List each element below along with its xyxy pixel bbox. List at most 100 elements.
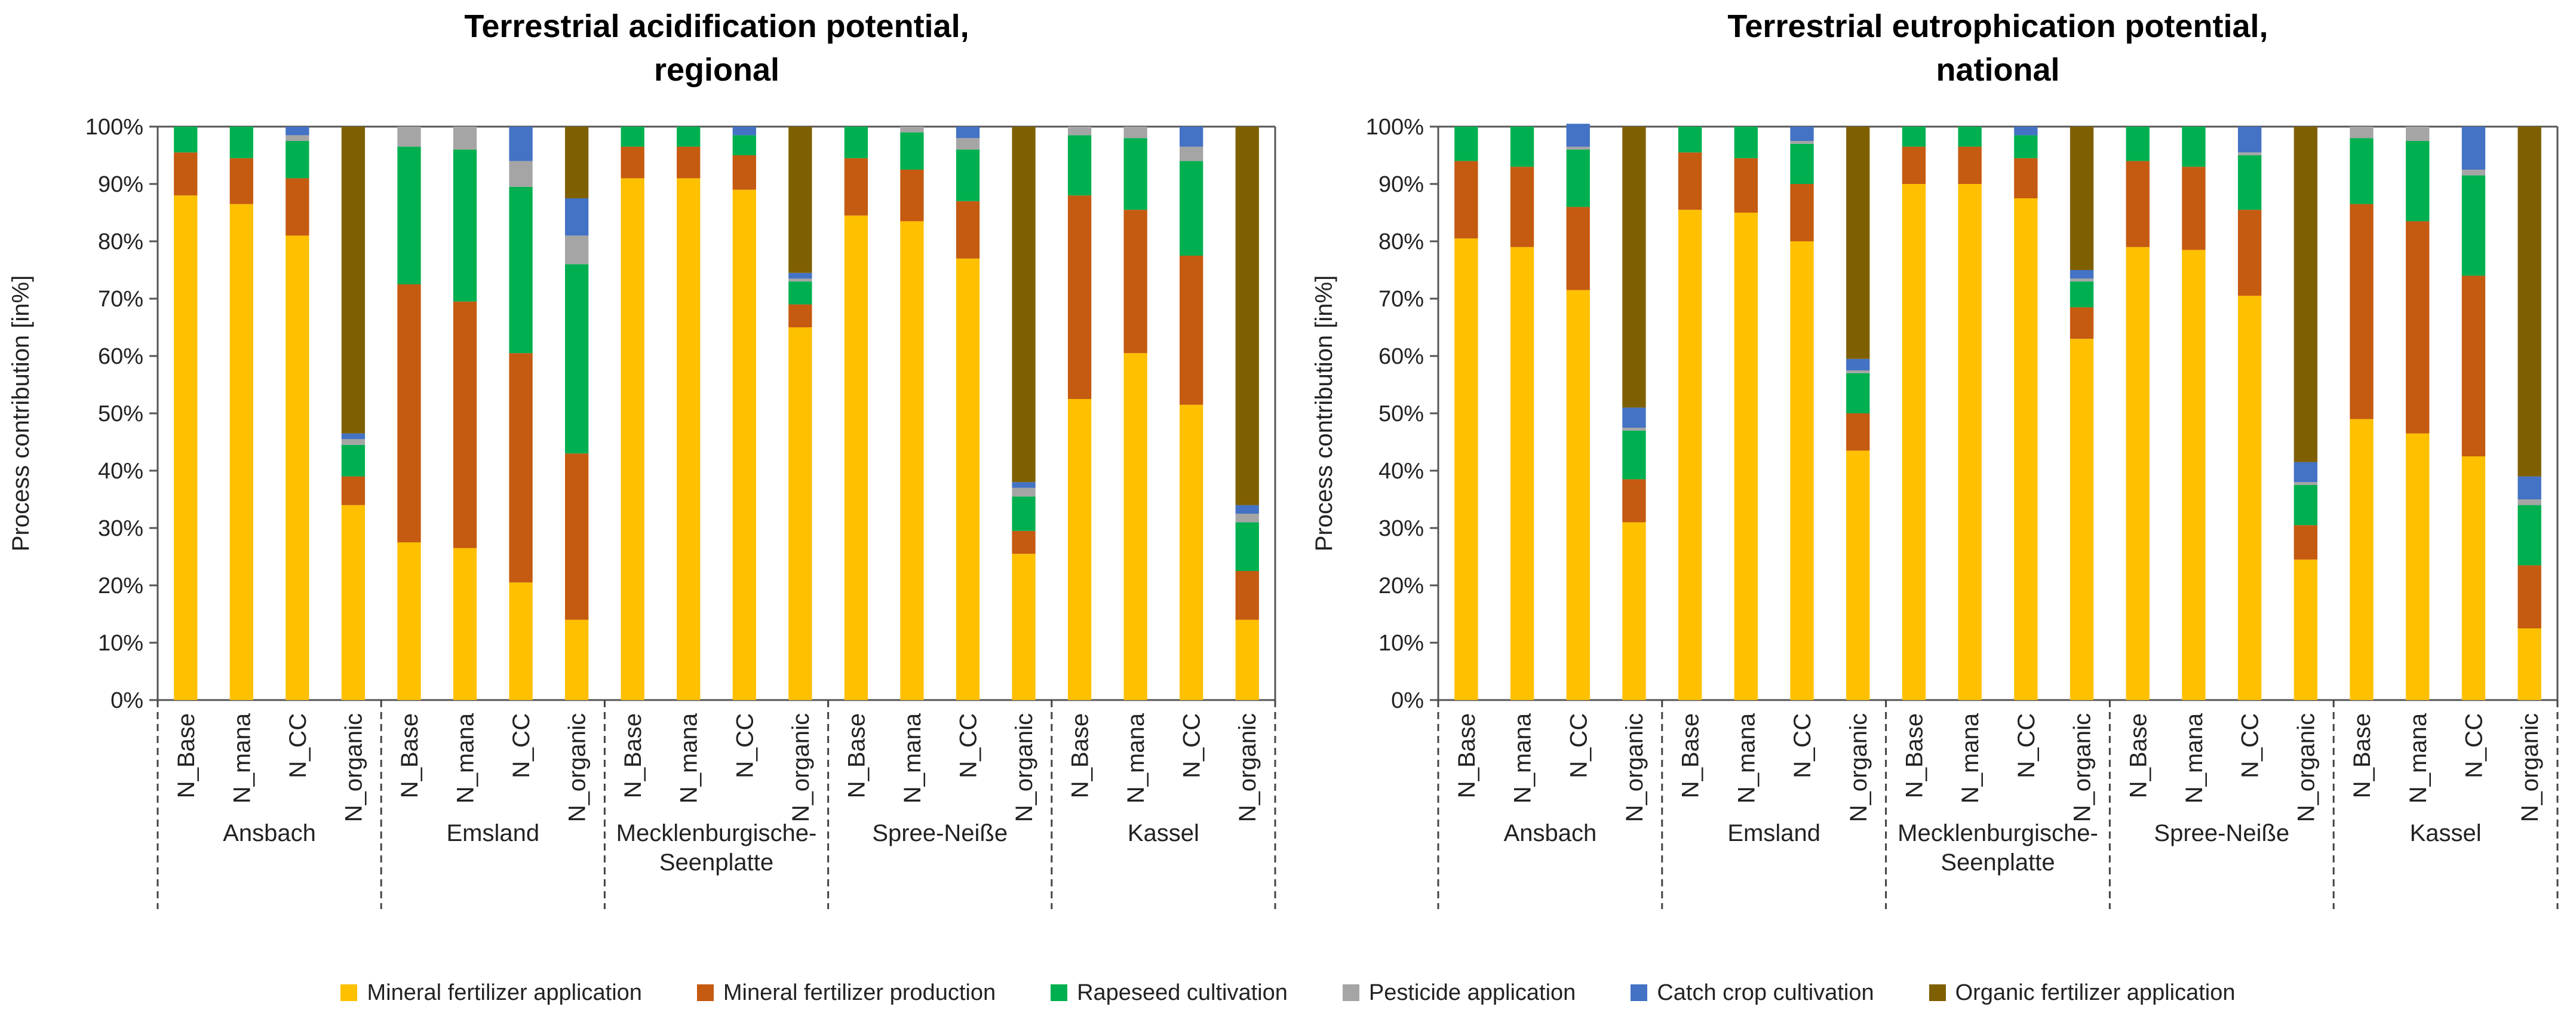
bar-segment-catch-crop-cultivation <box>1235 505 1259 514</box>
legend-swatch <box>696 984 714 1001</box>
bar-segment-rapeseed-cultivation <box>1123 138 1147 210</box>
bar-segment-mineral-fertilizer-application <box>2070 339 2094 700</box>
bar-segment-rapeseed-cultivation <box>1012 496 1036 531</box>
x-category-label: N_Base <box>397 713 423 798</box>
x-category-label: N_CC <box>732 713 758 778</box>
bar-segment-mineral-fertilizer-production <box>1067 195 1092 399</box>
chart-title-line: national <box>1936 52 2059 88</box>
bar-segment-mineral-fertilizer-production <box>788 304 812 327</box>
bar-segment-organic-fertilizer-application <box>2293 127 2318 462</box>
bar-segment-mineral-fertilizer-production <box>2461 275 2486 456</box>
bar-segment-organic-fertilizer-application <box>788 127 812 273</box>
legend: Mineral fertilizer application Mineral fe… <box>0 975 2576 1011</box>
bar-segment-catch-crop-cultivation <box>285 127 309 136</box>
x-category-label: N_Base <box>1901 713 1927 798</box>
x-category-label: N_CC <box>2461 713 2487 778</box>
y-tick-label: 60% <box>1378 344 1424 369</box>
bar-segment-mineral-fertilizer-production <box>1235 571 1259 620</box>
x-category-label: N_mana <box>229 713 255 803</box>
bar-segment-mineral-fertilizer-application <box>174 195 198 700</box>
bar-segment-rapeseed-cultivation <box>174 127 198 153</box>
y-tick-label: 30% <box>98 516 143 541</box>
x-category-label: N_Base <box>173 713 199 798</box>
bar-segment-mineral-fertilizer-application <box>1734 213 1758 700</box>
bar-segment-rapeseed-cultivation <box>509 186 533 354</box>
bar-segment-rapeseed-cultivation <box>677 127 701 147</box>
y-tick-label: 30% <box>1378 516 1424 541</box>
legend-label: Mineral fertilizer application <box>367 980 642 1005</box>
bar-segment-mineral-fertilizer-production <box>1012 530 1036 554</box>
bar-segment-mineral-fertilizer-production <box>1734 158 1758 213</box>
bar-segment-rapeseed-cultivation <box>285 141 309 179</box>
x-category-label: N_organic <box>2070 713 2096 822</box>
bar-segment-organic-fertilizer-application <box>1235 127 1259 505</box>
x-category-label: N_organic <box>2517 713 2543 822</box>
bar-segment-rapeseed-cultivation <box>1510 127 1534 167</box>
bar-segment-catch-crop-cultivation <box>1622 407 1646 428</box>
bar-segment-rapeseed-cultivation <box>1622 430 1646 480</box>
bar-segment-rapeseed-cultivation <box>1067 135 1092 196</box>
bar-segment-mineral-fertilizer-production <box>2070 307 2094 339</box>
bar-segment-mineral-fertilizer-application <box>229 204 253 701</box>
bar-segment-mineral-fertilizer-application <box>844 215 868 700</box>
bar-segment-mineral-fertilizer-application <box>1180 404 1203 700</box>
bar-segment-pesticide-application <box>1846 370 1870 373</box>
group-label: Mecklenburgische- <box>616 820 817 846</box>
bar-segment-pesticide-application <box>285 135 309 141</box>
x-category-label: N_CC <box>955 713 981 778</box>
bar-segment-mineral-fertilizer-production <box>2182 167 2206 250</box>
x-category-label: N_organic <box>340 713 367 822</box>
bar-segment-catch-crop-cultivation <box>564 198 589 236</box>
bar-segment-mineral-fertilizer-production <box>2406 221 2430 434</box>
bar-segment-mineral-fertilizer-production <box>2126 161 2150 247</box>
bar-segment-rapeseed-cultivation <box>2350 138 2374 204</box>
bar-segment-pesticide-application <box>2461 170 2486 176</box>
bar-segment-pesticide-application <box>509 161 533 187</box>
bar-segment-rapeseed-cultivation <box>1958 127 1982 147</box>
bar-segment-mineral-fertilizer-production <box>956 201 980 259</box>
bar-segment-mineral-fertilizer-application <box>1678 210 1702 700</box>
x-category-label: N_mana <box>676 713 702 803</box>
x-category-label: N_mana <box>899 713 926 803</box>
legend-label: Catch crop cultivation <box>1657 980 1874 1005</box>
bar-segment-mineral-fertilizer-production <box>900 170 924 222</box>
bar-segment-mineral-fertilizer-application <box>956 258 980 700</box>
bar-segment-mineral-fertilizer-application <box>900 221 924 700</box>
bar-segment-pesticide-application <box>1123 127 1147 139</box>
bar-segment-mineral-fertilizer-production <box>2350 204 2374 419</box>
bar-segment-pesticide-application <box>2350 127 2374 139</box>
bar-segment-mineral-fertilizer-production <box>1454 161 1478 239</box>
bar-segment-catch-crop-cultivation <box>2070 270 2094 279</box>
legend-label: Pesticide application <box>1368 980 1576 1005</box>
bar-segment-rapeseed-cultivation <box>788 281 812 305</box>
bar-segment-mineral-fertilizer-application <box>1067 399 1092 700</box>
bar-segment-rapeseed-cultivation <box>564 264 589 454</box>
bar-segment-pesticide-application <box>564 235 589 265</box>
bar-segment-mineral-fertilizer-production <box>1902 146 1926 184</box>
legend-item-pesticide-application: Pesticide application <box>1342 980 1576 1006</box>
bar-segment-rapeseed-cultivation <box>1454 127 1478 161</box>
bar-segment-pesticide-application <box>2070 278 2094 282</box>
bar-segment-catch-crop-cultivation <box>1012 482 1036 488</box>
x-category-label: N_organic <box>1622 713 1648 822</box>
group-label: Spree-Neiße <box>872 820 1008 846</box>
bar-segment-catch-crop-cultivation <box>2293 462 2318 483</box>
bar-segment-rapeseed-cultivation <box>1902 127 1926 147</box>
y-tick-label: 90% <box>1378 172 1424 197</box>
x-category-label: N_mana <box>1733 713 1760 803</box>
bar-segment-pesticide-application <box>397 127 421 147</box>
bar-segment-catch-crop-cultivation <box>2517 476 2541 499</box>
bar-segment-catch-crop-cultivation <box>1846 358 1870 370</box>
bar-segment-rapeseed-cultivation <box>2293 485 2318 526</box>
bar-segment-pesticide-application <box>2517 499 2541 505</box>
bar-segment-rapeseed-cultivation <box>1790 143 1814 184</box>
bar-segment-mineral-fertilizer-application <box>1790 241 1814 700</box>
legend-item-mineral-fertilizer-application: Mineral fertilizer application <box>340 980 642 1006</box>
bar-segment-mineral-fertilizer-production <box>1678 152 1702 210</box>
group-label: Emsland <box>446 820 539 846</box>
legend-swatch <box>340 984 358 1001</box>
bar-segment-organic-fertilizer-application <box>564 127 589 198</box>
y-tick-label: 80% <box>1378 229 1424 254</box>
bar-segment-rapeseed-cultivation <box>844 127 868 158</box>
